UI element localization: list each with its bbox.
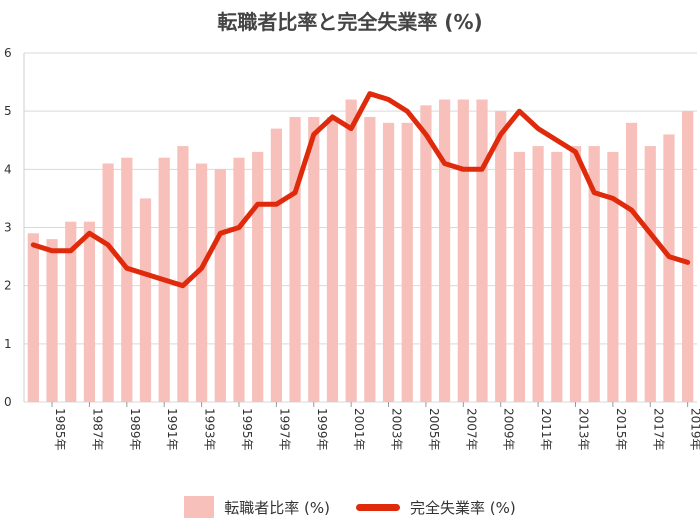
bar-2018 [663,134,675,402]
bar-1989 [121,157,133,402]
bar-2016 [625,122,638,403]
bar-2007 [457,99,469,403]
x-tick-label: 1995年 [240,408,254,451]
bar-1992 [177,146,189,402]
x-tick-label: 2007年 [464,408,478,451]
y-tick-label: 0 [4,395,12,409]
x-tick-label: 2001年 [352,408,366,451]
bar-2004 [401,122,413,403]
bar-2011 [532,146,544,402]
x-axis-ticks: 1985年 1987年 1989年 1991年 1993年 1995年 1997年 1999年… [51,402,700,451]
bar-1997 [270,128,282,402]
bar-2015 [607,151,619,402]
bar-1993 [195,163,208,402]
legend-swatch-line [356,503,400,511]
bar-2002 [364,116,376,402]
x-tick-label: 1987年 [90,408,104,451]
bar-2006 [439,99,451,403]
legend-item-line: 完全失業率 (%) [356,497,516,518]
legend-label-line: 完全失業率 (%) [410,498,516,517]
x-tick-label: 2005年 [427,408,441,451]
bar-1988 [102,163,114,402]
y-tick-label: 5 [4,104,12,118]
bar-2001 [345,99,357,403]
bar-2003 [382,122,395,403]
x-tick-label: 1999年 [315,408,329,451]
bar-1995 [233,157,245,402]
bar-2017 [644,146,656,402]
bar-2009 [495,111,507,403]
x-tick-label: 1991年 [165,408,179,451]
bar-2014 [588,146,600,402]
bar-1984 [27,233,39,402]
bar-1996 [252,151,264,402]
bar-2013 [569,146,582,402]
x-tick-label: 1997年 [277,408,291,451]
x-tick-label: 2013年 [576,408,590,451]
x-tick-label: 1985年 [53,408,67,451]
bar-1994 [214,169,226,402]
y-tick-label: 6 [4,46,12,60]
y-tick-label: 2 [4,279,12,293]
chart-title: 転職者比率と完全失業率 (%) [217,10,483,34]
bar-2000 [326,116,339,402]
legend-label-bar: 転職者比率 (%) [224,498,330,517]
x-tick-label: 2017年 [651,408,665,451]
legend-swatch-bar [184,496,215,518]
x-tick-label: 1993年 [203,408,217,451]
bar-2012 [551,151,563,402]
bar-series [27,99,694,403]
x-tick-label: 2011年 [539,408,553,451]
bar-1990 [139,198,152,402]
y-tick-label: 3 [4,221,12,235]
x-tick-label: 1989年 [128,408,142,451]
bar-1987 [83,221,96,402]
line-series [30,91,691,289]
bar-2019 [682,111,694,403]
x-tick-label: 2009年 [502,408,516,451]
bar-1986 [65,221,77,402]
bar-1999 [308,116,320,402]
x-tick-label: 2003年 [390,408,404,451]
y-axis-ticks: 0 1 2 3 4 5 6 [4,46,12,409]
bar-1985 [46,239,58,402]
bar-2005 [420,105,432,402]
x-tick-label: 2015年 [614,408,628,451]
bar-2008 [476,99,488,403]
y-tick-label: 4 [4,162,12,176]
legend: 転職者比率 (%) 完全失業率 (%) [0,496,700,518]
bar-1998 [289,116,301,402]
bar-2010 [513,151,526,402]
y-tick-label: 1 [4,337,12,351]
x-tick-label: 2019年 [689,408,700,451]
line-unemployment-rate [30,91,691,289]
legend-item-bar: 転職者比率 (%) [184,496,330,518]
